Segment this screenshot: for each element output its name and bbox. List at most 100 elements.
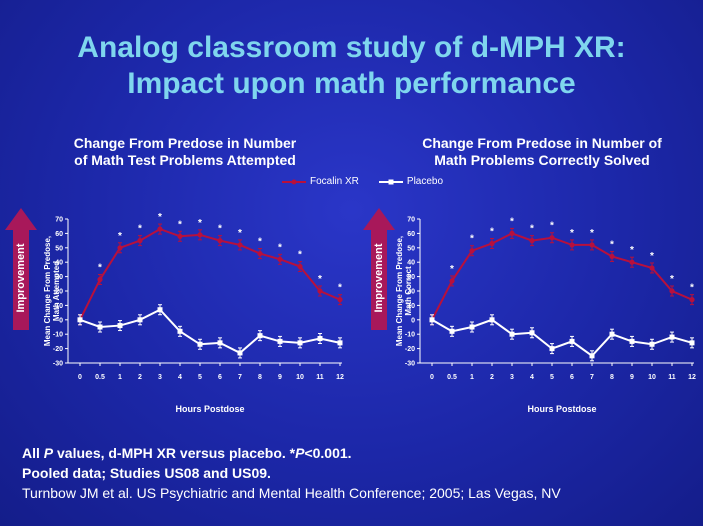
chart2-ylabel-line1: Mean Change From Predose, — [395, 236, 404, 346]
legend-item-focalin: Focalin XR — [282, 176, 359, 187]
chart1-placebo-point — [197, 341, 203, 347]
chart2-ytick-label: 50 — [407, 245, 415, 252]
chart1-focalin-point — [157, 226, 163, 232]
chart1-ytick-label: 40 — [55, 260, 63, 267]
chart1-sig-marker: * — [318, 274, 322, 285]
chart2-placebo-point — [529, 330, 535, 336]
footer: All P values, d-MPH XR versus placebo. *… — [22, 443, 561, 503]
chart1-placebo-point — [77, 317, 83, 323]
chart2-sig-marker: * — [490, 226, 494, 237]
chart1-xtick-label: 5 — [198, 374, 202, 381]
chart1-placebo-point — [217, 340, 223, 346]
chart1-xlabel: Hours Postdose — [175, 404, 244, 414]
footer-line1-b: values, d-MPH XR versus placebo. * — [53, 445, 296, 461]
chart1-sig-marker: * — [298, 250, 302, 261]
chart2-focalin-point — [669, 288, 675, 294]
chart2-placebo-point — [429, 317, 435, 323]
legend-focalin-label: Focalin XR — [310, 176, 359, 187]
chart1-xtick-label: 6 — [218, 374, 222, 381]
chart2-sig-marker: * — [510, 216, 514, 227]
chart1-ytick-label: 0 — [59, 317, 63, 324]
chart2-focalin-point — [689, 297, 695, 303]
chart1-xtick-label: 11 — [316, 374, 324, 381]
chart1-placebo-point — [297, 340, 303, 346]
chart2-focalin-point — [469, 248, 475, 254]
chart1-focalin-point — [217, 238, 223, 244]
slide-title-line1: Analog classroom study of d-MPH XR: — [77, 31, 626, 64]
slide-title: Analog classroom study of d-MPH XR: Impa… — [0, 30, 703, 102]
chart1-ytick-label: 50 — [55, 245, 63, 252]
chart1-placebo-point — [277, 338, 283, 344]
chart2-placebo-point — [689, 340, 695, 346]
chart2-focalin-point — [549, 235, 555, 241]
chart2-ylabel-line2: Math Correct — [404, 266, 413, 316]
chart1-placebo-point — [157, 307, 163, 313]
improvement-arrow-right: Improvement — [363, 208, 395, 330]
chart2-placebo-point — [589, 353, 595, 359]
chart2-focalin-point — [629, 259, 635, 265]
slide-title-line2: Impact upon math performance — [127, 67, 576, 100]
chart2-ytick-label: -20 — [405, 346, 415, 353]
chart1-sig-marker: * — [338, 283, 342, 294]
improvement-label-left: Improvement — [15, 243, 27, 312]
chart1-focalin-point — [117, 245, 123, 251]
chart1-placebo-point — [337, 340, 343, 346]
chart2-xtick-label: 9 — [630, 374, 634, 381]
chart2-placebo-point — [569, 338, 575, 344]
chart1-focalin-point — [197, 232, 203, 238]
chart1-focalin-point — [297, 263, 303, 270]
chart1-sig-marker: * — [158, 212, 162, 223]
chart2-placebo-point — [489, 317, 495, 323]
chart2-xtick-label: 11 — [668, 374, 676, 381]
chart1-ytick-label: 60 — [55, 231, 63, 238]
footer-line1-a: All — [22, 445, 44, 461]
chart2-placebo-point — [549, 346, 555, 352]
chart1-xtick-label: 4 — [178, 374, 182, 381]
chart2-title: Change From Predose in Number of Math Pr… — [392, 135, 692, 169]
chart2-focalin-point — [509, 230, 515, 236]
chart2-xtick-label: 4 — [530, 374, 534, 381]
chart2-sig-marker: * — [450, 264, 454, 275]
chart2-title-line1: Change From Predose in Number of — [422, 135, 662, 151]
chart1-ytick-label: 10 — [55, 303, 63, 310]
chart2-xtick-label: 3 — [510, 374, 514, 381]
chart2-sig-marker: * — [630, 245, 634, 256]
chart1-sig-marker: * — [178, 219, 182, 230]
chart2-sig-marker: * — [570, 228, 574, 239]
chart2-ytick-label: 0 — [411, 317, 415, 324]
chart2-ytick-label: 70 — [407, 217, 415, 224]
chart2-focalin-point — [449, 278, 455, 284]
chart2-focalin-point — [489, 240, 495, 247]
chart2-sig-marker: * — [610, 239, 614, 250]
legend-item-placebo: Placebo — [378, 176, 444, 187]
chart1-placebo-point — [317, 336, 323, 342]
footer-line2: Pooled data; Studies US08 and US09. — [22, 465, 271, 481]
chart2-xtick-label: 1 — [470, 374, 474, 381]
footer-line1: All P values, d-MPH XR versus placebo. *… — [22, 443, 561, 463]
chart1-xtick-label: 8 — [258, 374, 262, 381]
chart2-xtick-label: 12 — [688, 374, 696, 381]
chart1-xtick-label: 0.5 — [95, 374, 105, 381]
chart2-ytick-label: -10 — [405, 332, 415, 339]
chart1-focalin-point — [337, 297, 343, 303]
chart2-focalin-point — [589, 242, 595, 248]
chart2-placebo-point — [649, 341, 655, 347]
chart1-title-line1: Change From Predose in Number — [73, 135, 297, 151]
chart1-sig-marker: * — [138, 224, 142, 235]
chart1-focalin-line — [79, 227, 341, 321]
focalin-line-icon — [282, 179, 306, 184]
chart2-sig-marker: * — [530, 224, 534, 235]
chart1-focalin-point — [317, 288, 323, 294]
chart1-placebo-point — [177, 328, 183, 334]
chart2-sig-marker: * — [670, 274, 674, 285]
chart1-ylabel-line1: Mean Change From Predose, — [43, 236, 52, 346]
chart2-xtick-label: 0.5 — [447, 374, 457, 381]
chart1-placebo-point — [117, 323, 123, 329]
chart2-placebo-point — [609, 331, 615, 337]
chart2-placebo-point — [469, 324, 475, 330]
chart2-placebo-point — [509, 331, 515, 337]
legend-placebo-label: Placebo — [406, 176, 444, 187]
chart2-xtick-label: 6 — [570, 374, 574, 381]
